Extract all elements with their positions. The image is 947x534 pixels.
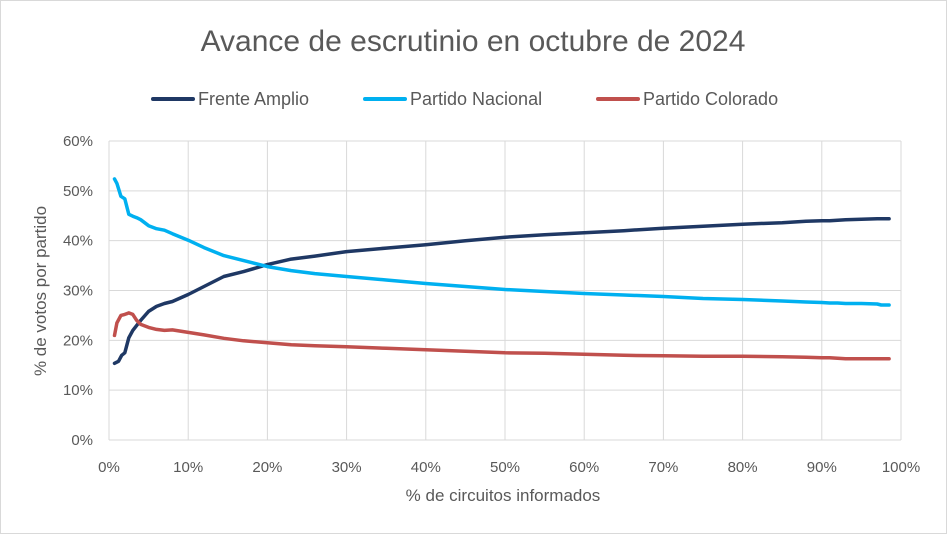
series-lines [112,177,891,366]
y-axis-ticks: 0% 10% 20% 30% 40% 50% 60% [63,133,93,449]
legend-label-frente-amplio: Frente Amplio [198,89,309,109]
legend-label-partido-nacional: Partido Nacional [410,89,542,109]
x-tick-label: 60% [569,459,599,476]
y-tick-label: 50% [63,183,93,200]
x-tick-label: 20% [252,459,282,476]
x-tick-label: 50% [490,459,520,476]
x-tick-label: 100% [882,459,920,476]
x-tick-label: 90% [807,459,837,476]
x-axis-label: % de circuitos informados [406,486,601,505]
y-tick-label: 40% [63,233,93,250]
y-axis-label: % de votos por partido [31,206,50,376]
x-tick-label: 10% [173,459,203,476]
series-line-partido-nacional [112,177,891,307]
y-tick-label: 20% [63,332,93,349]
y-tick-label: 60% [63,133,93,150]
y-tick-label: 30% [63,283,93,300]
x-tick-label: 30% [332,459,362,476]
series-line-partido-colorado [112,311,891,361]
legend: Frente Amplio Partido Nacional Partido C… [151,89,778,109]
series-line-frente-amplio [112,216,891,366]
x-tick-label: 70% [648,459,678,476]
x-tick-label: 0% [98,459,120,476]
x-tick-label: 40% [411,459,441,476]
x-tick-label: 80% [728,459,758,476]
y-tick-label: 0% [71,432,93,449]
legend-label-partido-colorado: Partido Colorado [643,89,778,109]
y-tick-label: 10% [63,382,93,399]
chart-title: Avance de escrutinio en octubre de 2024 [201,25,746,58]
x-axis-ticks: 0% 10% 20% 30% 40% 50% 60% 70% 80% 90% 100% [98,459,920,476]
